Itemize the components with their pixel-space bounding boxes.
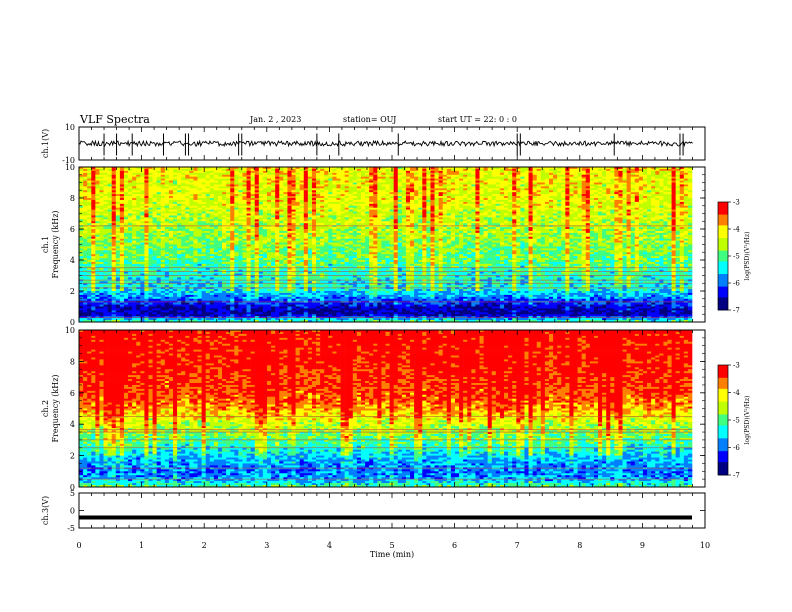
x-tick-label: 7	[515, 541, 520, 550]
ch1-colorbar-tick-label: -6	[733, 280, 740, 288]
ch1-waveform-ylabel: ch.1(V)	[41, 129, 50, 158]
ch2-colorbar-tick-label: -3	[733, 362, 740, 370]
ch2-colorbar-tick-label: -7	[733, 472, 740, 480]
x-tick-label: 1	[139, 541, 144, 550]
ch2-spectrogram-ylabel: ch.2	[41, 400, 50, 417]
x-tick-label: 8	[577, 541, 582, 550]
ch3-waveform-y-tick-label: 5	[70, 489, 75, 498]
ch1-waveform-y-tick-label: 10	[65, 123, 75, 132]
ch2-spectrogram-y-tick-label: 8	[70, 357, 75, 366]
ch2-colorbar-tick-label: -4	[733, 389, 740, 397]
ch3-waveform-ylabel: ch.3(V)	[41, 496, 50, 525]
ch1-spectrogram-y-tick-label: 10	[65, 163, 75, 172]
ch1-colorbar-tick-label: -4	[733, 226, 740, 234]
ch3-waveform-y-tick-label: -5	[67, 524, 75, 533]
ch3-waveform-frame	[79, 493, 705, 528]
ch2-colorbar-label: log(PSD)(V²/Hz)	[744, 396, 751, 445]
ch2-colorbar	[718, 365, 731, 475]
ch2-spectrogram-y-tick-label: 6	[70, 389, 75, 398]
ch1-spectrogram-y-tick-label: 8	[70, 194, 75, 203]
x-tick-label: 3	[264, 541, 269, 550]
ch3-waveform-y-tick-label: 0	[70, 507, 75, 516]
ch2-spectrogram-y-tick-label: 4	[70, 420, 75, 429]
ch2-spectrogram	[79, 330, 692, 487]
ch2-spectrogram-y-tick-label: 10	[65, 326, 75, 335]
x-tick-label: 2	[202, 541, 207, 550]
ch1-colorbar	[718, 202, 731, 310]
ch1-colorbar-tick-label: -5	[733, 253, 740, 261]
ch1-spectrogram-y-tick-label: 6	[70, 225, 75, 234]
ch1-spectrogram-y-tick-label: 4	[70, 256, 75, 265]
ch1-spectrogram-y-tick-label: 2	[70, 287, 75, 296]
ch1-spectrogram-ylabel: Frequency (kHz)	[51, 210, 60, 278]
x-tick-label: 6	[452, 541, 457, 550]
ch3-waveform-trace	[79, 516, 692, 520]
ch2-spectrogram-y-tick-label: 2	[70, 452, 75, 461]
x-tick-label: 9	[640, 541, 645, 550]
ch1-spectrogram	[79, 167, 692, 322]
ch1-colorbar-label: log(PSD)(V²/Hz)	[744, 232, 751, 281]
x-tick-label: 10	[700, 541, 710, 550]
x-tick-label: 0	[76, 541, 81, 550]
ch2-spectrogram-ylabel: Frequency (kHz)	[51, 374, 60, 442]
ch1-colorbar-tick-label: -7	[733, 307, 740, 315]
ch2-colorbar-tick-label: -6	[733, 444, 740, 452]
x-tick-label: 5	[389, 541, 394, 550]
x-axis-label: Time (min)	[370, 550, 414, 559]
ch2-colorbar-tick-label: -5	[733, 417, 740, 425]
ch1-colorbar-tick-label: -3	[733, 199, 740, 207]
x-tick-label: 4	[327, 541, 332, 550]
ch1-spectrogram-ylabel: ch.1	[41, 236, 50, 253]
ch1-waveform-trace	[79, 141, 693, 146]
